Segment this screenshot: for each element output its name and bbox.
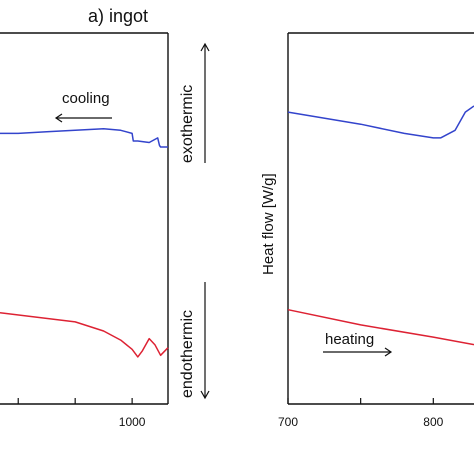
left-series-line-1 [0,312,169,358]
right-series-line-1 [287,308,474,346]
cooling-arrow [54,113,112,123]
left-plot-frame [0,32,169,405]
exothermic-label: exothermic [179,85,196,163]
right-plot-frame [287,32,474,405]
endothermic-label: endothermic [179,310,196,398]
heating-arrow [323,347,393,357]
y-axis-label: Heat flow [W/g] [260,173,277,275]
left-curves [0,128,169,358]
exothermic-arrow [200,42,210,163]
left-x-ticks: 1000 [17,398,146,429]
left-x-tick-label-2: 1000 [119,415,146,429]
right-x-ticks: 700 800 [278,398,444,429]
right-x-tick-label-0: 700 [278,415,298,429]
right-series-line-0 [287,105,474,139]
endothermic-arrow [200,282,210,400]
right-x-tick-label-2: 800 [423,415,443,429]
left-series-line-0 [0,128,168,148]
heating-label: heating [325,331,374,348]
panel-label: a) ingot [88,6,148,26]
right-curves [287,105,474,346]
cooling-label: cooling [62,90,110,107]
